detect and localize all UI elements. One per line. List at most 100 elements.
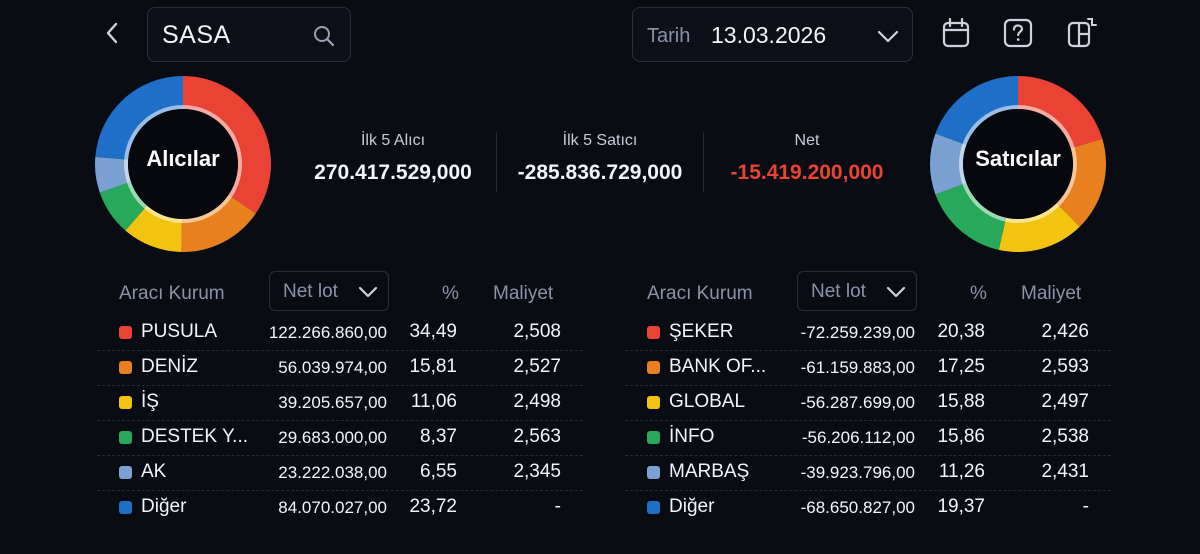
color-swatch	[647, 326, 660, 339]
broker-name: DENİZ	[141, 356, 198, 377]
net-lot: 39.205.657,00	[278, 393, 387, 412]
percent: 8,37	[420, 426, 457, 447]
broker-name: Diğer	[669, 496, 715, 517]
summary-buyers-title: İlk 5 Alıcı	[360, 132, 426, 149]
buyers-donut-label: Alıcılar	[146, 146, 220, 171]
table-row[interactable]: DENİZ 56.039.974,00 15,81 2,527	[97, 351, 583, 386]
search-box[interactable]: SASA	[147, 7, 351, 62]
percent: 20,38	[937, 321, 985, 342]
color-swatch	[647, 396, 660, 409]
help-icon	[1003, 17, 1033, 54]
net-lot: -68.650.827,00	[800, 498, 915, 517]
sellers-donut-segment	[998, 203, 1080, 252]
buyers-donut-segment	[181, 194, 256, 252]
table-row[interactable]: Diğer 84.070.027,00 23,72 -	[97, 491, 583, 526]
color-swatch	[647, 501, 660, 514]
sort-select-value: Net lot	[283, 281, 338, 302]
summary-net-value: -15.419.200,000	[730, 161, 884, 184]
sellers-donut-segment	[935, 76, 1018, 145]
date-select[interactable]: Tarih 13.03.2026	[632, 7, 913, 62]
calendar-button[interactable]	[939, 17, 973, 53]
calendar-icon	[941, 17, 971, 54]
buyers-donut-segment	[95, 76, 183, 160]
buyers-donut-chart	[95, 76, 271, 252]
sellers-donut-segment	[935, 183, 1006, 250]
broker-column-header: Aracı Kurum	[647, 283, 753, 304]
sort-select[interactable]: Net lot	[797, 271, 917, 311]
back-button[interactable]	[96, 18, 128, 52]
summary-divider	[703, 132, 704, 192]
cost: -	[1082, 496, 1089, 517]
color-swatch	[647, 466, 660, 479]
net-lot: 56.039.974,00	[278, 358, 387, 377]
color-swatch	[119, 396, 132, 409]
table-header: Aracı Kurum Net lot % Maliyet	[625, 271, 1111, 311]
percent: 19,37	[937, 496, 985, 517]
broker-name: PUSULA	[141, 321, 218, 342]
net-lot: -61.159.883,00	[800, 358, 915, 377]
sort-select[interactable]: Net lot	[269, 271, 389, 311]
color-swatch	[119, 501, 132, 514]
percent: 23,72	[409, 496, 457, 517]
color-swatch	[119, 431, 132, 444]
sellers-donut-label: Satıcılar	[975, 146, 1061, 171]
table-row[interactable]: DESTEK Y... 29.683.000,00 8,37 2,563	[97, 421, 583, 456]
buyers-donut: Alıcılar	[93, 74, 273, 254]
table-row[interactable]: GLOBAL -56.287.699,00 15,88 2,497	[625, 386, 1111, 421]
table-row[interactable]: ŞEKER -72.259.239,00 20,38 2,426	[625, 316, 1111, 351]
broker-name: MARBAŞ	[669, 461, 750, 482]
summary-net: Net -15.419.200,000	[712, 132, 902, 185]
cost: 2,593	[1041, 356, 1089, 377]
broker-name: AK	[141, 461, 167, 482]
percent: 11,26	[938, 461, 985, 482]
chevron-down-icon	[357, 283, 379, 301]
summary-net-title: Net	[794, 132, 820, 149]
sellers-donut-segment	[1018, 76, 1103, 149]
search-icon[interactable]	[312, 24, 336, 48]
help-button[interactable]	[1001, 17, 1035, 53]
table-header: Aracı Kurum Net lot % Maliyet	[97, 271, 583, 311]
net-lot: 122.266.860,00	[268, 323, 387, 342]
search-input[interactable]: SASA	[162, 21, 231, 49]
table-row[interactable]: İNFO -56.206.112,00 15,86 2,538	[625, 421, 1111, 456]
broker-name: İŞ	[141, 391, 159, 412]
percent: 15,86	[937, 426, 985, 447]
cost: -	[554, 496, 561, 517]
cost: 2,508	[513, 321, 561, 342]
table-row[interactable]: Diğer -68.650.827,00 19,37 -	[625, 491, 1111, 526]
summary-sellers: İlk 5 Satıcı -285.836.729,000	[505, 132, 695, 185]
cost: 2,431	[1041, 461, 1089, 482]
cost-column-header: Maliyet	[1021, 283, 1082, 304]
color-swatch	[119, 326, 132, 339]
net-lot: -56.287.699,00	[800, 393, 915, 412]
buyers-donut-segment	[95, 156, 131, 193]
cost: 2,345	[513, 461, 561, 482]
color-swatch	[647, 361, 660, 374]
percent: 34,49	[409, 321, 457, 342]
net-lot: -39.923.796,00	[800, 463, 915, 482]
chevron-down-icon	[885, 283, 907, 301]
broker-column-header: Aracı Kurum	[119, 283, 225, 304]
cost: 2,426	[1041, 321, 1089, 342]
color-swatch	[119, 466, 132, 479]
table-row[interactable]: MARBAŞ -39.923.796,00 11,26 2,431	[625, 456, 1111, 491]
broker-name: GLOBAL	[669, 391, 746, 412]
buyers-table: Aracı Kurum Net lot % Maliyet PUSULA 122.…	[97, 271, 583, 526]
broker-name: BANK OF...	[669, 356, 767, 377]
sort-select-value: Net lot	[811, 281, 866, 302]
summary-sellers-value: -285.836.729,000	[517, 161, 683, 184]
table-row[interactable]: İŞ 39.205.657,00 11,06 2,498	[97, 386, 583, 421]
percent: 11,06	[410, 391, 457, 412]
summary-buyers-value: 270.417.529,000	[314, 161, 472, 184]
layout-toggle-button[interactable]	[1065, 17, 1099, 53]
cost: 2,538	[1041, 426, 1089, 447]
table-row[interactable]: BANK OF... -61.159.883,00 17,25 2,593	[625, 351, 1111, 386]
sellers-donut: Satıcılar	[928, 74, 1108, 254]
cost: 2,563	[513, 426, 561, 447]
color-swatch	[119, 361, 132, 374]
sellers-table: Aracı Kurum Net lot % Maliyet ŞEKER -72.2…	[625, 271, 1111, 526]
cost: 2,497	[1041, 391, 1089, 412]
table-row[interactable]: PUSULA 122.266.860,00 34,49 2,508	[97, 316, 583, 351]
table-row[interactable]: AK 23.222.038,00 6,55 2,345	[97, 456, 583, 491]
cost: 2,498	[513, 391, 561, 412]
